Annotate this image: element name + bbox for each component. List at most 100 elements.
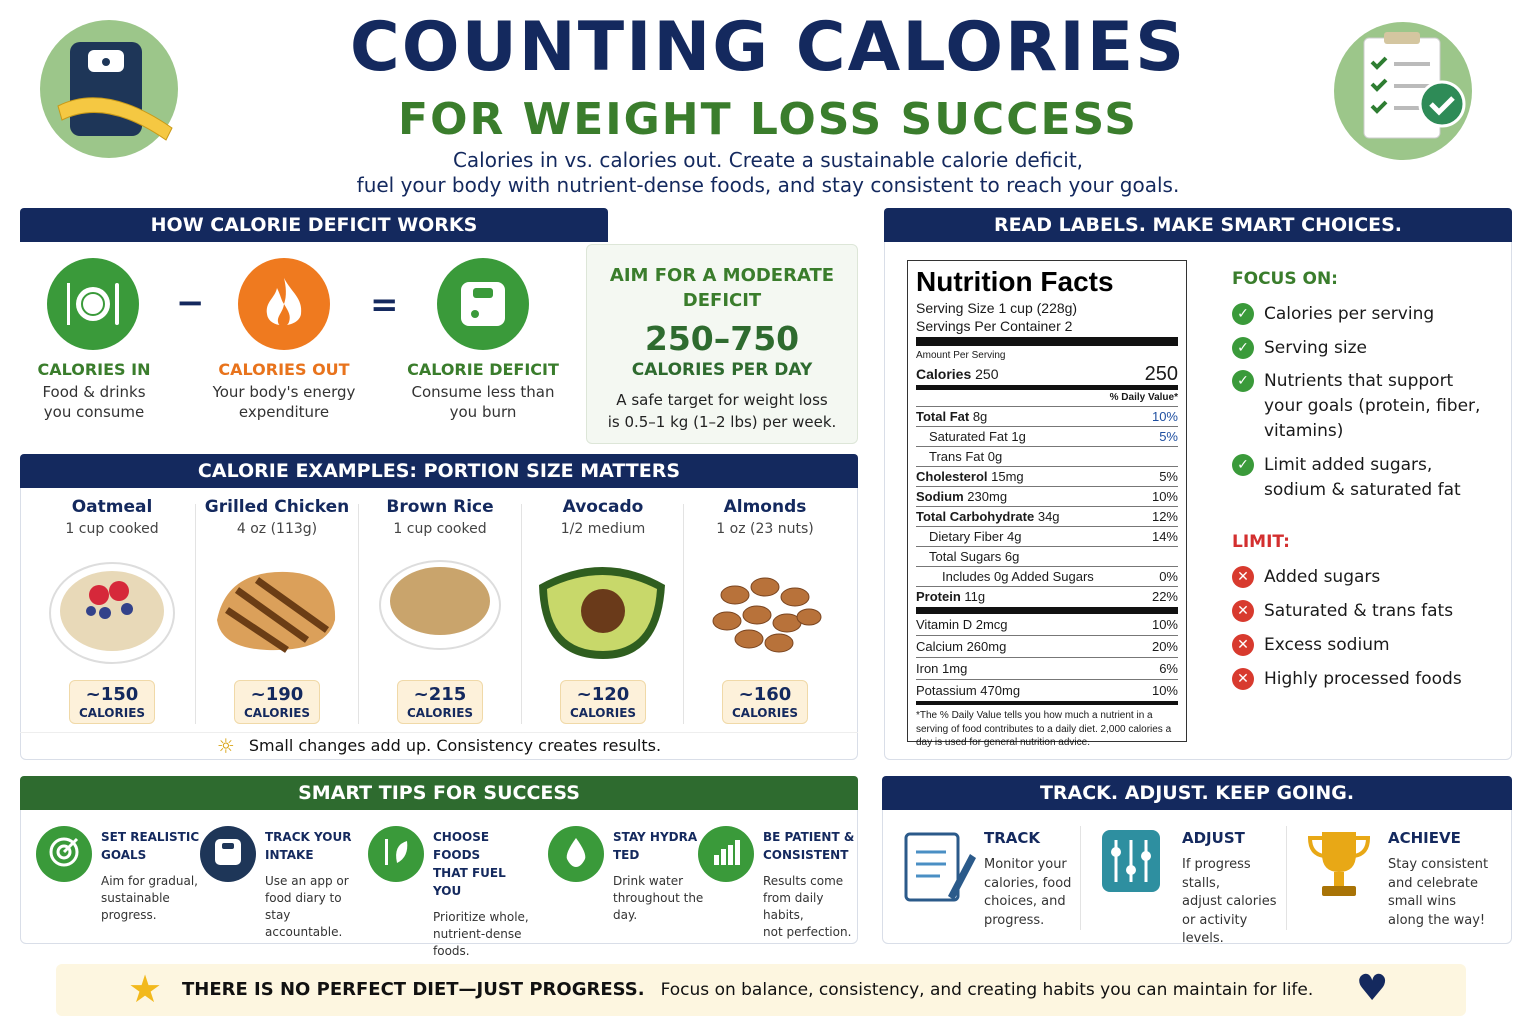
equals-sign: = [370,285,399,325]
food-card: Oatmeal 1 cup cooked ~150 CALORIES [32,496,192,726]
limit-text: Added sugars [1264,567,1381,587]
calorie-value: ~190 [250,684,304,705]
focus-text: Nutrients that support your goals (prote… [1264,371,1481,441]
tip-body: Use an app or [265,874,349,888]
food-portion: 1 cup cooked [65,521,159,537]
tip-text: SET REALISTIC GOALS Aim for gradual, sustai… [101,828,201,924]
nf-vitamins: Vitamin D 2mcg 10% Calcium 260mg 20% Iron 1m… [916,614,1178,701]
nutrition-facts-label: Nutrition Facts Serving Size 1 cup (228g… [907,260,1187,748]
food-divider [195,504,196,724]
tip-body: from daily habits, [763,891,824,922]
tip-body: Prioritize whole, [433,910,529,924]
calorie-unit: CALORIES [569,706,637,720]
nf-calories-value: 250 [1144,363,1178,385]
food-portion: 4 oz (113g) [236,521,318,537]
nf-row-label: Total Sugars 6g [929,547,1019,566]
nf-servings: Servings Per Container 2 [916,317,1178,346]
tip-heading: TED [613,848,640,862]
calories-out-desc: Your body's energy expenditure [204,382,364,422]
check-icon: ✓ [1232,454,1254,476]
track-item-body: calories, food [984,875,1072,891]
bar-chart-icon [709,835,743,873]
tip-body: Aim for gradual, [101,874,198,888]
notepad-icon [900,826,976,910]
tip-heading: SET REALISTIC [101,830,200,844]
nf-row: Saturated Fat 1g 5% [916,426,1178,446]
nf-nutrient-name: Total Sugars [929,549,1002,564]
track-divider [1080,826,1081,930]
aim-note: A safe target for weight loss is 0.5–1 kg… [587,389,857,433]
tip-text: BE PATIENT & CONSISTENT Results come from d… [763,828,863,941]
nf-nutrient-name: Protein [916,589,961,604]
plate-icon [67,283,119,325]
focus-item: ✓ Limit added sugars, sodium & saturated … [1232,453,1492,503]
calories-word: Calories [916,366,972,382]
nf-vitamin-dv: 6% [1159,661,1178,676]
lightbulb-icon: ☼ [216,733,235,758]
x-icon: ✕ [1232,668,1254,690]
desc-line: you burn [449,403,517,421]
calories-in-label: CALORIES IN [37,360,151,379]
checklist-icon [1363,32,1466,139]
trophy-icon [1304,826,1374,910]
food-name: Brown Rice [386,497,494,517]
nf-nutrient-dv: 14% [1151,529,1178,544]
tip-body: nutrient-dense [433,927,522,941]
limit-item: ✕ Excess sodium [1232,633,1492,658]
calories-inline: 250 [975,366,999,382]
tip-icon-circle [200,826,256,882]
tip-icon-circle [368,826,424,882]
food-card: Brown Rice 1 cup cooked ~215 CALORIES [360,496,520,726]
chicken-image [217,571,336,653]
calories-out-circle [238,258,330,350]
fork-leaf-icon [379,835,413,873]
nf-nutrient-amount: 230mg [967,489,1008,504]
intro-text: Calories in vs. calories out. Create a s… [0,148,1536,198]
scale-icon [461,282,505,326]
nf-nutrient-name: Total Carbohydrate [916,509,1035,524]
nf-nutrient-dv: 0% [1159,569,1178,584]
food-divider [521,504,522,724]
tip-icon-circle [36,826,92,882]
track-item-heading: ACHIEVE [1388,829,1461,847]
examples-heading: CALORIE EXAMPLES: PORTION SIZE MATTERS [20,454,858,488]
food-image [523,544,683,676]
food-name: Oatmeal [71,497,153,517]
focus-text: Serving size [1264,338,1367,358]
nf-nutrient-name: Total Fat [916,409,970,424]
track-text: TRACK Monitor your calories, food choices, … [984,828,1094,930]
almonds-image [712,577,822,653]
nf-row-label: Includes 0g Added Sugars [942,567,1094,586]
tip-body: sustainable [101,891,170,905]
nf-nutrient-dv: 10% [1151,409,1178,424]
nf-row: Total Fat 8g 10% [916,406,1178,426]
track-divider [1286,826,1287,930]
track-item-body: small wins [1388,894,1457,909]
tip-body: foods. [433,944,470,958]
calorie-badge: ~215 CALORIES [397,680,483,724]
calorie-unit: CALORIES [78,706,146,720]
calorie-value: ~215 [413,684,467,705]
tips-heading: SMART TIPS FOR SUCCESS [20,776,858,810]
nf-nutrient-amount: 11g [964,589,986,604]
focus-item: ✓ Calories per serving [1232,302,1492,327]
track-text: ACHIEVE Stay consistent and celebrate small… [1388,828,1498,930]
nf-nutrient-name: Trans Fat [929,449,985,464]
bottom-banner: ★ THERE IS NO PERFECT DIET—JUST PROGRESS… [56,964,1466,1016]
nf-nutrient-amount: 34g [1037,509,1060,524]
track-item-body: If progress stalls, [1182,857,1251,891]
nf-nutrient-name: Dietary Fiber [929,529,1004,544]
scale-tape-icon [57,42,173,141]
nf-vitamin-row: Potassium 470mg 10% [916,679,1178,701]
tip-body: Drink water [613,874,684,888]
nf-row-label: Protein 11g [916,587,985,606]
nf-row: Total Carbohydrate 34g 12% [916,506,1178,526]
oatmeal-image [49,562,175,664]
nf-row: Cholesterol 15mg 5% [916,466,1178,486]
limit-text: Saturated & trans fats [1264,601,1454,621]
food-card: Avocado 1/2 medium ~120 CALORIES [523,496,683,726]
limit-text: Highly processed foods [1264,669,1462,689]
nf-vitamin-name: Calcium 260mg [916,639,1007,654]
nf-nutrient-amount: 4g [1007,529,1022,544]
food-name: Almonds [723,497,807,517]
